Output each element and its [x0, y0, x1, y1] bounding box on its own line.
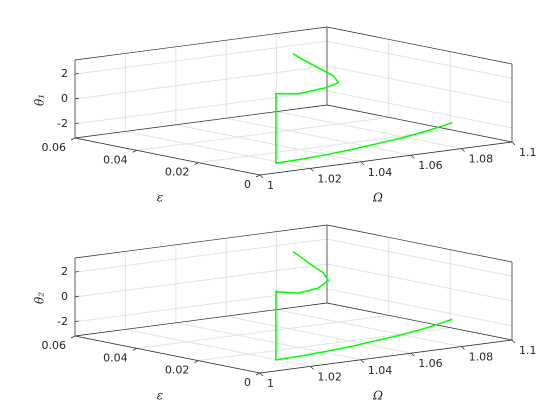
- y-tick-label: 0.04: [103, 153, 128, 166]
- axis-edge: [326, 26, 513, 65]
- grid-line: [74, 90, 328, 125]
- y-tick-label: 0.02: [165, 166, 190, 179]
- y-axis-label: ε: [157, 389, 163, 403]
- z-tick-label: -2: [57, 117, 68, 130]
- tick-mark: [194, 162, 199, 165]
- tick-mark: [74, 122, 80, 125]
- grid-line: [276, 111, 462, 150]
- tick-mark: [70, 335, 76, 339]
- grid-line: [125, 328, 311, 367]
- axis-edge: [326, 104, 513, 143]
- tick-mark: [511, 339, 516, 344]
- tick-mark: [410, 352, 415, 357]
- axis-edge: [326, 224, 513, 263]
- grid-line: [276, 309, 462, 348]
- grid-line: [74, 65, 328, 100]
- z-tick-label: -2: [57, 315, 68, 328]
- x-axis-label: Ω: [372, 191, 383, 205]
- grid-line: [198, 327, 451, 362]
- data-line: [275, 250, 453, 361]
- axis-edge: [74, 224, 328, 259]
- z-tick-label: 0: [61, 92, 68, 105]
- tick-mark: [410, 154, 415, 159]
- grid-line: [226, 117, 412, 156]
- grid-line: [198, 129, 451, 164]
- tick-mark: [259, 372, 264, 377]
- tick-mark: [360, 359, 365, 364]
- tick-mark: [74, 270, 80, 273]
- x-tick-label: 1.04: [368, 166, 393, 179]
- tick-mark: [74, 72, 80, 75]
- tick-mark: [360, 161, 365, 166]
- tick-mark: [461, 346, 465, 350]
- grid-line: [74, 40, 328, 75]
- tick-mark: [511, 141, 516, 146]
- grid-line: [125, 130, 311, 169]
- x-tick-label: 1.08: [469, 153, 494, 166]
- grid-line: [326, 90, 513, 129]
- grid-line: [136, 116, 389, 151]
- tick-mark: [74, 97, 80, 100]
- grid-line: [326, 288, 513, 327]
- grid-line: [326, 65, 513, 104]
- y-tick-label: 0.06: [42, 339, 67, 352]
- y-tick-label: 0.02: [165, 364, 190, 377]
- y-tick-label: 0.04: [103, 351, 128, 364]
- axis-edge: [74, 335, 261, 374]
- y-tick-label: 0: [244, 178, 251, 191]
- x-tick-label: 1: [267, 377, 274, 390]
- x-tick-label: 1.06: [418, 357, 443, 370]
- grid-line: [326, 238, 513, 277]
- x-tick-label: 1.08: [469, 351, 494, 364]
- tick-mark: [132, 348, 137, 351]
- y-tick-label: 0: [244, 376, 251, 389]
- z-tick-label: 2: [61, 265, 68, 278]
- z-tick-label: 2: [61, 67, 68, 80]
- x-tick-label: 1.04: [368, 364, 393, 377]
- tick-mark: [74, 320, 80, 323]
- x-tick-label: 1.02: [317, 172, 342, 185]
- y-tick-label: 0.06: [42, 141, 67, 154]
- axis-edge: [259, 339, 513, 374]
- axis-edge: [74, 26, 328, 61]
- data-line: [275, 52, 453, 164]
- axis-edge: [259, 141, 513, 176]
- x-tick-label: 1.06: [418, 159, 443, 172]
- x-tick-label: 1.1: [519, 344, 537, 357]
- tick-mark: [310, 366, 314, 370]
- grid-line: [175, 124, 361, 163]
- axis-edge: [326, 302, 513, 341]
- axis-edge: [74, 137, 261, 176]
- tick-mark: [259, 174, 264, 179]
- grid-line: [74, 238, 328, 273]
- tick-mark: [255, 372, 261, 376]
- tick-mark: [132, 150, 137, 153]
- z-axis-label: θ₁: [33, 94, 47, 106]
- tick-mark: [74, 295, 80, 298]
- grid-line: [326, 263, 513, 302]
- x-tick-label: 1.02: [317, 370, 342, 383]
- grid-line: [226, 315, 412, 354]
- tick-mark: [70, 137, 76, 141]
- grid-line: [175, 322, 361, 361]
- grid-line: [136, 314, 389, 349]
- z-axis-label: θ₂: [33, 292, 47, 304]
- grid-line: [326, 40, 513, 79]
- tick-mark: [194, 360, 199, 363]
- x-tick-label: 1.1: [519, 146, 537, 159]
- axis-edge: [74, 302, 328, 337]
- grid-line: [74, 288, 328, 323]
- grid-line: [74, 263, 328, 298]
- tick-mark: [255, 174, 261, 178]
- x-tick-label: 1: [267, 179, 274, 192]
- y-axis-label: ε: [157, 191, 163, 205]
- tick-mark: [461, 148, 465, 152]
- axis-edge: [74, 104, 328, 139]
- z-tick-label: 0: [61, 290, 68, 303]
- x-axis-label: Ω: [372, 389, 383, 403]
- tick-mark: [310, 168, 314, 172]
